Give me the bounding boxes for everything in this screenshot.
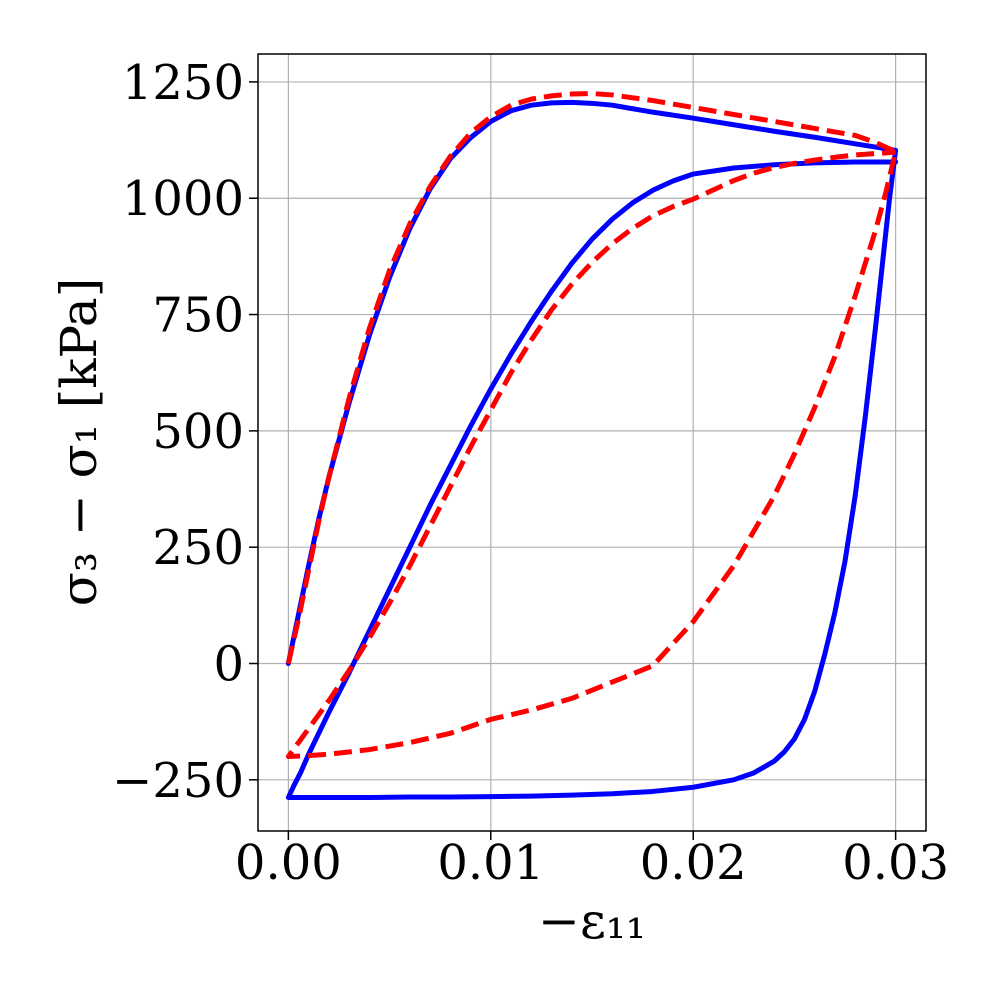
series-line-solid — [285, 99, 899, 800]
x-tick-label: 0.00 — [235, 835, 342, 891]
y-axis-label: σ₃ − σ₁ [kPa] — [50, 278, 108, 606]
plot-frame — [257, 53, 927, 832]
y-tick-label: 1250 — [122, 55, 244, 111]
x-tick-label: 0.01 — [437, 835, 544, 891]
y-tick-label: 1000 — [122, 171, 244, 227]
series-line-dashed — [285, 91, 899, 760]
y-tick-label: 750 — [152, 288, 244, 344]
x-axis-label: −ε₁₁ — [538, 892, 646, 950]
y-tick-label: 500 — [152, 404, 244, 460]
x-tick-label: 0.03 — [842, 835, 949, 891]
y-tick-label: −250 — [112, 753, 244, 809]
y-tick-label: 0 — [213, 637, 244, 693]
x-tick-label: 0.02 — [640, 835, 747, 891]
y-tick-label: 250 — [152, 520, 244, 576]
